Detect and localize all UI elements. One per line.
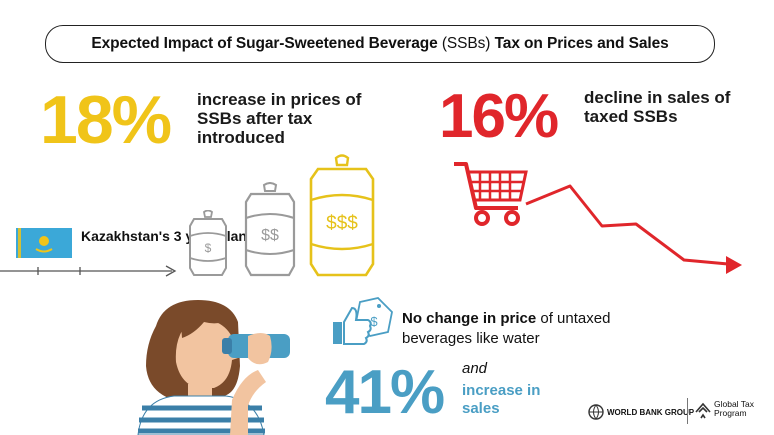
untaxed-beverages-text: No change in price of untaxed beverages … (402, 309, 642, 349)
price-increase-value: 18% (40, 82, 172, 158)
timeline-arrow (0, 265, 177, 277)
world-bank-logo: WORLD BANK GROUP (588, 404, 694, 420)
globe-icon (588, 404, 604, 420)
price-increase-text: increase in prices of SSBs after tax int… (197, 90, 362, 147)
shopping-cart-icon (454, 162, 528, 226)
no-change-label: No change in price (402, 310, 537, 327)
large-can-icon: $$$ (309, 154, 375, 277)
page-title: Expected Impact of Sugar-Sweetened Bever… (45, 25, 715, 63)
untaxed-rest-label: of untaxed beverages like water (402, 310, 611, 347)
and-label: and (462, 360, 488, 377)
kazakhstan-flag-icon (16, 228, 72, 258)
person-drinking-illustration (137, 300, 290, 435)
world-bank-label: WORLD BANK GROUP (607, 407, 695, 417)
sales-decline-text: decline in sales of taxed SSBs (584, 88, 731, 126)
title-rest: Tax on Prices and Sales (494, 35, 669, 52)
logo-divider (687, 398, 688, 424)
small-can-label: $ (205, 241, 212, 255)
medium-can-icon: $$ (244, 182, 296, 277)
thumbs-up-price-tag-icon: $ (333, 297, 393, 345)
declining-arrow-icon (525, 184, 742, 274)
global-tax-label: Global Tax Program (714, 399, 755, 418)
sales-decline-value: 16% (439, 82, 559, 151)
water-sales-value: 41% (325, 358, 445, 427)
small-can-icon: $ (189, 210, 227, 276)
global-tax-icon (695, 402, 711, 419)
title-main: Expected Impact of Sugar-Sweetened Bever… (91, 35, 438, 52)
title-abbr: (SSBs) (441, 35, 491, 52)
water-sales-text: increase in sales (462, 382, 541, 417)
svg-text:$: $ (370, 314, 378, 329)
large-can-label: $$$ (326, 213, 358, 234)
medium-can-label: $$ (261, 227, 279, 244)
